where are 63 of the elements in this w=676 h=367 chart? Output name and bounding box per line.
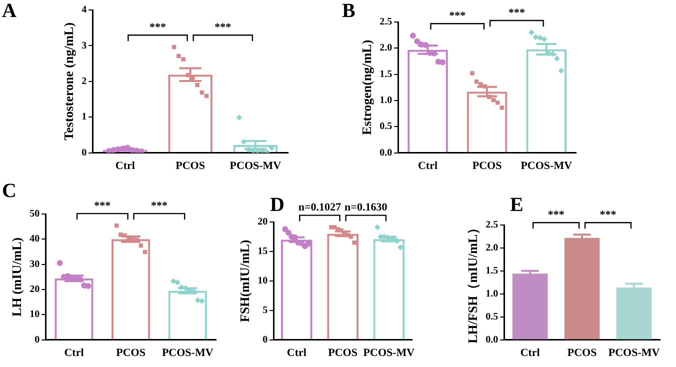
y-tick-label: 1.5 xyxy=(380,68,392,80)
y-tick-label: 2.0 xyxy=(486,242,498,254)
chart-title: B xyxy=(342,0,356,22)
y-tick-label: 1 xyxy=(82,112,87,123)
text: *** xyxy=(600,208,617,221)
y-tick-label: 1.0 xyxy=(486,288,498,300)
y-tick-label: 0.0 xyxy=(380,147,392,158)
y-tick-label: 1.0 xyxy=(380,95,392,106)
x-tick-label: PCOS-MV xyxy=(230,160,282,172)
x-tick-label: Ctrl xyxy=(418,160,438,172)
x-tick-label: PCOS-MV xyxy=(608,347,660,360)
y-tick-label: 0 xyxy=(34,334,40,346)
x-tick-label: PCOS-MV xyxy=(363,347,415,360)
text: n=0.1630 xyxy=(344,202,388,214)
y-axis-title: LH (mIU/mL) xyxy=(9,237,24,316)
x-tick-label: Ctrl xyxy=(64,347,84,360)
y-tick-label: 5 xyxy=(262,304,268,316)
x-tick-label: PCOS-MV xyxy=(520,160,572,172)
x-tick-label: PCOS xyxy=(116,347,146,360)
x-tick-label: Ctrl xyxy=(520,347,540,360)
y-tick-label: 20 xyxy=(258,216,268,228)
y-axis-title: Estrogen(ng/mL) xyxy=(359,40,374,135)
y-tick-label: 0.0 xyxy=(486,334,498,346)
y-tick-label: 10 xyxy=(258,275,268,286)
text: *** xyxy=(548,208,565,221)
y-tick-label: 15 xyxy=(258,246,268,258)
chart-title: C xyxy=(2,180,16,202)
y-tick-label: 2.0 xyxy=(380,42,392,54)
annotation: *** xyxy=(214,21,232,34)
x-tick-label: PCOS xyxy=(472,160,502,172)
x-tick-label: PCOS xyxy=(176,160,205,172)
annotation: *** xyxy=(149,21,166,34)
y-tick-label: 10 xyxy=(30,309,40,320)
x-tick-label: Ctrl xyxy=(115,160,135,172)
y-tick-label: 1.5 xyxy=(486,266,498,276)
y-tick-label: 0 xyxy=(262,334,268,346)
y-tick-label: 2 xyxy=(82,76,87,87)
x-tick-label: PCOS xyxy=(567,347,597,360)
text: n=0.1027 xyxy=(298,202,342,214)
x-tick-label: PCOS xyxy=(328,347,358,360)
y-tick-label: 40 xyxy=(30,234,40,245)
y-tick-label: 0.5 xyxy=(486,311,498,322)
y-tick-label: 50 xyxy=(30,208,40,220)
x-tick-label: Ctrl xyxy=(286,347,306,360)
text: *** xyxy=(449,10,466,22)
y-axis-title: Testosterone (ng/mL) xyxy=(61,22,76,140)
chart-title: A xyxy=(2,0,17,22)
y-tick-label: 4 xyxy=(82,4,87,16)
text: *** xyxy=(508,6,526,19)
y-tick-label: 2.5 xyxy=(486,220,498,231)
y-tick-label: 0.5 xyxy=(380,121,392,132)
y-tick-label: 30 xyxy=(30,258,40,270)
text: *** xyxy=(150,200,168,212)
x-tick-label: PCOS-MV xyxy=(162,347,214,360)
y-tick-label: 20 xyxy=(30,284,40,296)
y-tick-label: 2.5 xyxy=(380,16,392,28)
y-tick-label: 0 xyxy=(82,147,87,158)
y-tick-label: 3 xyxy=(82,40,87,52)
y-axis-title: LH/FSH（mIU/mL） xyxy=(465,221,480,344)
chart-title: E xyxy=(510,194,524,216)
y-axis-title: FSH(mIU/mL) xyxy=(237,240,252,322)
text: *** xyxy=(94,200,112,212)
chart-title: D xyxy=(270,194,284,216)
